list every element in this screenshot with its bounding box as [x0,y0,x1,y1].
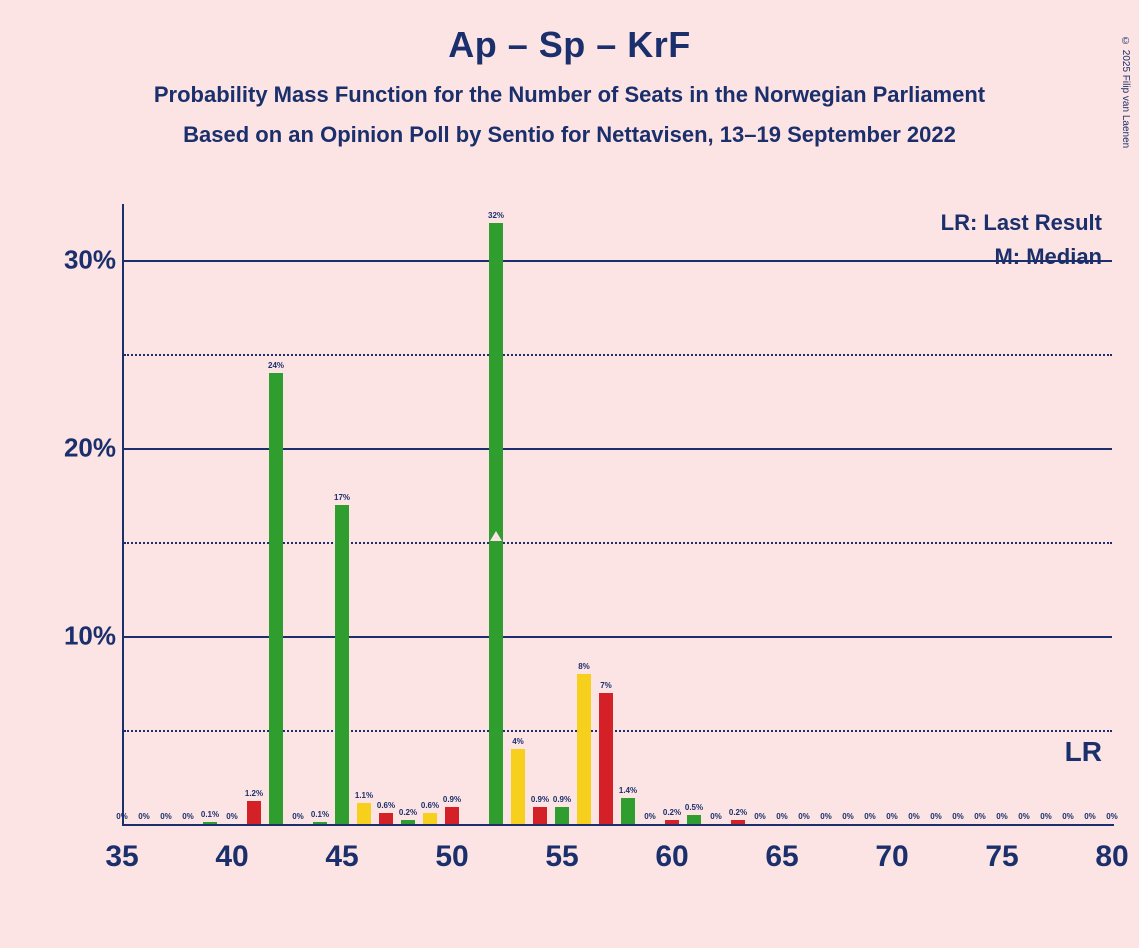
x-tick-label: 80 [1095,840,1128,874]
bar-value-label: 0.2% [729,808,747,817]
y-tick-label: 20% [64,433,116,464]
bar-value-label: 0.9% [553,795,571,804]
bar-value-label: 0% [798,812,810,821]
bar-value-label: 0% [1018,812,1030,821]
bar [555,807,569,824]
bar [313,822,327,824]
bar-value-label: 17% [334,493,350,502]
bar-value-label: 0% [864,812,876,821]
copyright-text: © 2025 Filip van Laenen [1120,36,1131,148]
bar-value-label: 0% [754,812,766,821]
x-tick-label: 55 [545,840,578,874]
bar [203,822,217,824]
bar-value-label: 0.2% [663,808,681,817]
bar [379,813,393,824]
chart-container: 10%20%30% 35404550556065707580 LR: Last … [62,204,1112,904]
bar-value-label: 0% [710,812,722,821]
bar-value-label: 0.6% [377,801,395,810]
y-tick-label: 10% [64,621,116,652]
bar [423,813,437,824]
x-tick-label: 75 [985,840,1018,874]
bar-value-label: 0.2% [399,808,417,817]
y-tick-label: 30% [64,245,116,276]
bar-value-label: 0% [974,812,986,821]
bar-value-label: 0.1% [311,810,329,819]
bar-value-label: 0% [996,812,1008,821]
bar-value-label: 0.6% [421,801,439,810]
x-tick-label: 45 [325,840,358,874]
bar-value-label: 24% [268,361,284,370]
x-tick-label: 65 [765,840,798,874]
x-axis [122,824,1114,826]
bar-value-label: 0% [1084,812,1096,821]
lr-marker-label: LR [1065,736,1102,768]
bar-value-label: 0% [1106,812,1118,821]
bar-value-label: 0% [116,812,128,821]
bar [335,505,349,824]
bar-value-label: 0% [1040,812,1052,821]
bar-value-label: 0.1% [201,810,219,819]
bar-value-label: 0% [138,812,150,821]
bar [599,693,613,825]
bar-value-label: 0% [1062,812,1074,821]
x-tick-label: 70 [875,840,908,874]
bar-value-label: 0% [930,812,942,821]
bar [357,803,371,824]
x-tick-label: 60 [655,840,688,874]
bar [621,798,635,824]
median-marker [490,531,502,541]
bar-value-label: 0% [842,812,854,821]
bar [401,820,415,824]
bar-value-label: 1.1% [355,791,373,800]
bar-value-label: 0% [160,812,172,821]
bar-value-label: 0% [820,812,832,821]
chart-title: Ap – Sp – KrF [0,24,1139,66]
bar-value-label: 0.9% [531,795,549,804]
bar [511,749,525,824]
bar-value-label: 0% [182,812,194,821]
x-tick-label: 35 [105,840,138,874]
bar-value-label: 0% [886,812,898,821]
bar-value-label: 1.2% [245,789,263,798]
bar-value-label: 1.4% [619,786,637,795]
bar [577,674,591,824]
bar-value-label: 0.5% [685,803,703,812]
bar-value-label: 0% [292,812,304,821]
bar-value-label: 0% [952,812,964,821]
chart-subtitle: Probability Mass Function for the Number… [0,82,1139,108]
bar-value-label: 0% [226,812,238,821]
bar [731,820,745,824]
bar-value-label: 0% [776,812,788,821]
bar-value-label: 32% [488,211,504,220]
bar-value-label: 8% [578,662,590,671]
bar [269,373,283,824]
bar [533,807,547,824]
bar [665,820,679,824]
x-tick-label: 50 [435,840,468,874]
bar-value-label: 7% [600,681,612,690]
bar-value-label: 0% [908,812,920,821]
bar [489,223,503,824]
bar-value-label: 0% [644,812,656,821]
bar-value-label: 4% [512,737,524,746]
bar [247,801,261,824]
bar [687,815,701,824]
chart-subtitle2: Based on an Opinion Poll by Sentio for N… [0,122,1139,148]
bar-value-label: 0.9% [443,795,461,804]
x-tick-label: 40 [215,840,248,874]
plot-area: 0% 0% 0% 0% 0.1% 0% 1.2% 24% 0% 0.1% 17% 1.1% 0.6% 0.… [122,204,1112,824]
bar [445,807,459,824]
